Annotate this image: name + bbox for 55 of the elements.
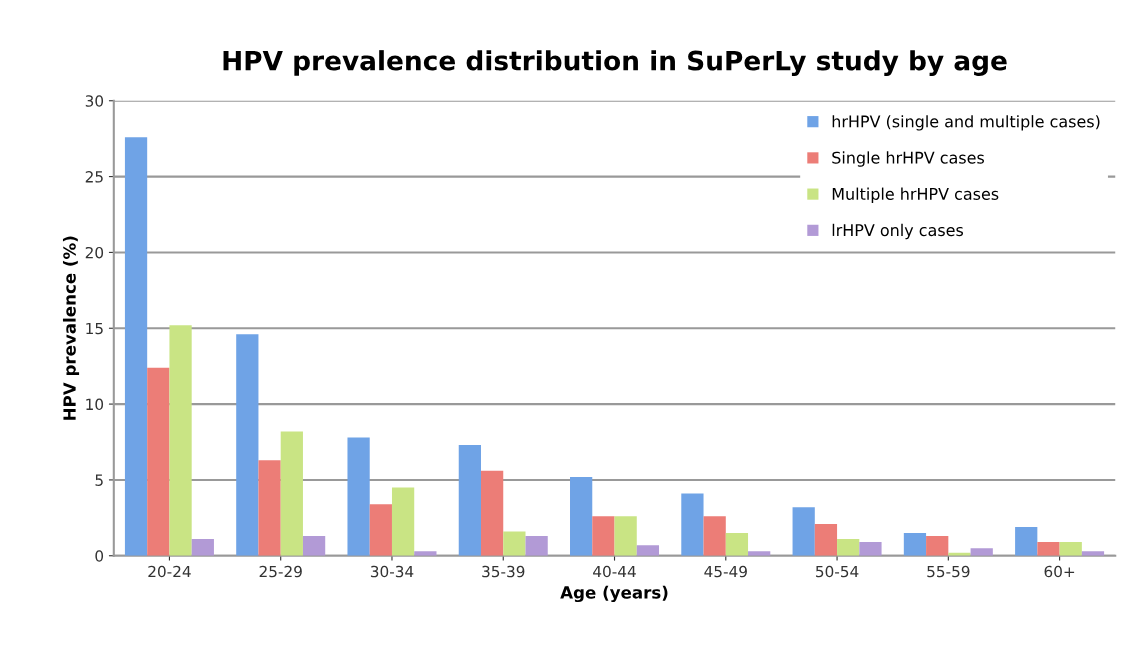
legend-label: lrHPV only cases: [832, 223, 964, 240]
x-axis-title: Age (years): [560, 585, 668, 603]
bar: [258, 460, 281, 556]
bar: [681, 493, 704, 556]
bar: [347, 437, 370, 556]
bar: [169, 325, 192, 556]
y-tick-label: 25: [85, 171, 103, 183]
bar: [236, 334, 259, 556]
bar: [1015, 526, 1038, 556]
bar: [725, 533, 749, 556]
bar: [147, 367, 170, 556]
bar: [503, 531, 526, 556]
bar: [703, 516, 726, 556]
bar: [837, 539, 860, 556]
bar: [859, 542, 882, 556]
bar: [570, 476, 593, 556]
x-tick-label: 45-49: [704, 565, 747, 578]
x-tick-label: 55-59: [927, 565, 970, 578]
x-tick-label: 40-44: [593, 565, 636, 578]
bar: [191, 539, 214, 556]
x-tick-label: 20-24: [148, 565, 191, 578]
bar: [369, 504, 392, 556]
y-axis-title: HPV prevalence (%): [62, 236, 80, 420]
bar: [926, 536, 949, 556]
bar: [792, 507, 815, 556]
bar: [302, 536, 326, 556]
bar: [1037, 542, 1060, 556]
y-tick-label: 10: [86, 398, 104, 411]
bar: [1059, 542, 1082, 556]
x-tick-label: 35-39: [482, 565, 525, 578]
x-tick-label: 25-29: [259, 565, 302, 578]
y-tick-label: 5: [95, 474, 103, 486]
bar: [391, 487, 415, 556]
bar: [458, 445, 481, 556]
bar: [636, 545, 660, 556]
y-tick-label: 30: [85, 95, 104, 107]
bar: [970, 548, 993, 556]
y-tick-label: 20: [85, 246, 104, 259]
x-tick-label: 50-54: [816, 565, 859, 578]
legend-label: hrHPV (single and multiple cases): [832, 115, 1100, 131]
bar: [480, 470, 504, 556]
bar: [814, 523, 838, 556]
bar: [525, 536, 548, 556]
y-tick-label: 15: [86, 322, 103, 335]
legend-label: Multiple hrHPV cases: [832, 187, 999, 204]
bar: [614, 516, 637, 556]
chart-title: HPV prevalence distribution in SuPerLy study by age: [223, 50, 1007, 76]
legend-label: Single hrHPV cases: [832, 151, 985, 167]
bar: [903, 533, 927, 556]
y-tick-label: 0: [95, 550, 104, 562]
bar: [280, 431, 303, 556]
x-tick-label: 60+: [1044, 565, 1075, 578]
bar: [592, 516, 615, 556]
x-tick-label: 30-34: [370, 565, 414, 578]
bar: [124, 137, 148, 556]
